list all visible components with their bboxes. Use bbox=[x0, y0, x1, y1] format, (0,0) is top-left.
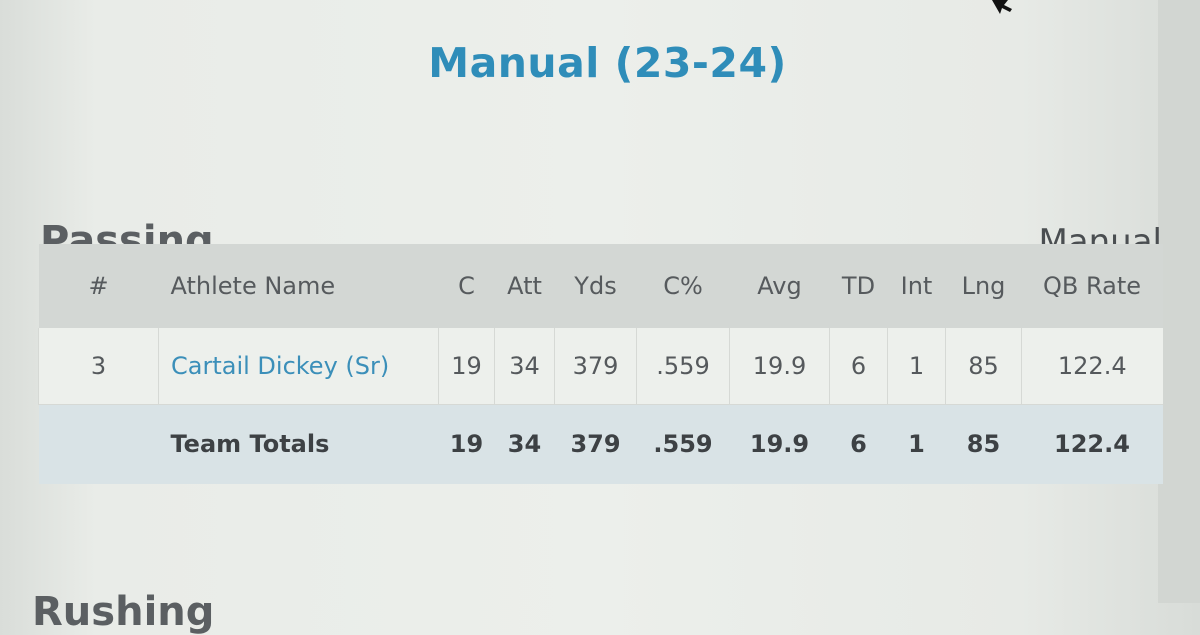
column-header-number[interactable]: # bbox=[88, 272, 109, 300]
athlete-int: 1 bbox=[887, 328, 946, 405]
passing-stats-table: # Athlete Name C Att Yds C% Avg TD Int L… bbox=[38, 244, 1163, 484]
column-header-yds[interactable]: Yds bbox=[574, 272, 617, 300]
column-header-att[interactable]: Att bbox=[507, 272, 542, 300]
athlete-name-cell: Cartail Dickey (Sr) bbox=[158, 328, 439, 405]
totals-qb-rate: 122.4 bbox=[1054, 430, 1130, 459]
athlete-number: 3 bbox=[38, 328, 159, 405]
athlete-qb-rate: 122.4 bbox=[1021, 328, 1163, 405]
team-totals-label: Team Totals bbox=[170, 430, 330, 459]
athlete-lng: 85 bbox=[945, 328, 1022, 405]
totals-completions: 19 bbox=[449, 430, 484, 459]
totals-lng: 85 bbox=[966, 430, 1001, 459]
totals-number-empty bbox=[39, 404, 159, 484]
rushing-section-title: Rushing bbox=[32, 589, 215, 635]
athlete-avg: 19.9 bbox=[729, 328, 830, 405]
table-header-row: # Athlete Name C Att Yds C% Avg TD Int L… bbox=[38, 244, 1163, 328]
team-totals-row: Team Totals 19 34 379 .559 19.9 6 1 85 1… bbox=[38, 404, 1163, 484]
column-header-athlete-name[interactable]: Athlete Name bbox=[170, 272, 336, 300]
totals-completion-pct: .559 bbox=[653, 430, 713, 459]
arrow-cursor-icon bbox=[992, 0, 1012, 14]
column-header-c-pct[interactable]: C% bbox=[663, 272, 703, 300]
table-team-label: Manual bbox=[1038, 222, 1162, 262]
totals-avg: 19.9 bbox=[749, 430, 810, 459]
athlete-completion-pct: .559 bbox=[636, 328, 730, 405]
athlete-completions: 19 bbox=[438, 328, 495, 405]
column-header-qb-rate[interactable]: QB Rate bbox=[1042, 272, 1141, 300]
totals-yards: 379 bbox=[570, 430, 621, 459]
passing-section-title: Passing bbox=[40, 218, 214, 265]
athlete-td: 6 bbox=[829, 328, 888, 405]
column-header-int[interactable]: Int bbox=[900, 272, 933, 300]
totals-int: 1 bbox=[908, 430, 925, 459]
column-header-c[interactable]: C bbox=[458, 272, 475, 300]
column-header-lng[interactable]: Lng bbox=[961, 272, 1006, 300]
athlete-attempts: 34 bbox=[494, 328, 555, 405]
window-edge bbox=[1158, 0, 1200, 603]
athlete-yards: 379 bbox=[554, 328, 637, 405]
athlete-name-link[interactable]: Cartail Dickey (Sr) bbox=[171, 351, 390, 380]
table-row: 3 Cartail Dickey (Sr) 19 34 379 .559 19.… bbox=[38, 328, 1163, 405]
column-header-td[interactable]: TD bbox=[841, 272, 876, 300]
column-header-avg[interactable]: Avg bbox=[757, 272, 802, 300]
totals-attempts: 34 bbox=[507, 430, 542, 459]
team-title: Manual (23-24) bbox=[428, 39, 787, 88]
totals-td: 6 bbox=[850, 430, 867, 459]
